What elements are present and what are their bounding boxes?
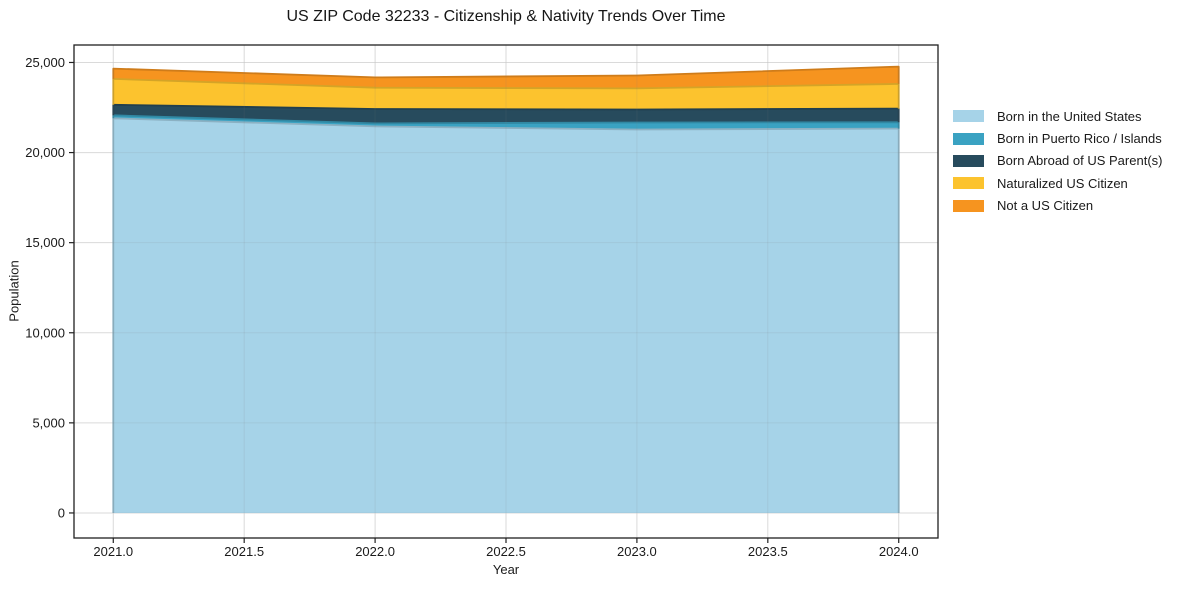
- legend-item: Born Abroad of US Parent(s): [953, 150, 1162, 172]
- legend-label: Born in the United States: [997, 108, 1142, 124]
- x-tick-label: 2022.0: [355, 544, 395, 559]
- area-band: [113, 66, 899, 89]
- area-band-edge: [112, 117, 900, 513]
- x-tick-label: 2022.5: [486, 544, 526, 559]
- area-band: [113, 115, 899, 130]
- legend-label: Born Abroad of US Parent(s): [997, 153, 1163, 169]
- x-tick-label: 2021.5: [224, 544, 264, 559]
- y-tick-label: 10,000: [25, 325, 65, 340]
- legend-label: Born in Puerto Rico / Islands: [997, 131, 1162, 147]
- area-band-edge: [112, 78, 900, 109]
- legend-label: Naturalized US Citizen: [997, 175, 1128, 191]
- x-tick-label: 2021.0: [93, 544, 133, 559]
- legend: Born in the United States Born in Puerto …: [953, 105, 1162, 217]
- y-tick-label: 5,000: [32, 415, 65, 430]
- legend-swatch: [953, 132, 984, 145]
- area-band: [113, 78, 899, 110]
- legend-label: Not a US Citizen: [997, 198, 1094, 214]
- legend-swatch: [953, 177, 984, 190]
- legend-item: Not a US Citizen: [953, 195, 1162, 217]
- legend-item: Born in the United States: [953, 105, 1162, 127]
- y-tick-label: 25,000: [25, 55, 65, 70]
- y-tick-label: 15,000: [25, 235, 65, 250]
- legend-swatch: [953, 154, 984, 167]
- chart-title: US ZIP Code 32233 - Citizenship & Nativi…: [286, 8, 726, 25]
- x-tick-label: 2024.0: [879, 544, 919, 559]
- legend-swatch: [953, 110, 984, 123]
- y-tick-label: 20,000: [25, 145, 65, 160]
- y-axis-label: Population: [6, 260, 22, 322]
- area-band-edge: [112, 103, 900, 123]
- area-band-edge: [112, 114, 900, 129]
- x-axis-label: Year: [492, 562, 520, 577]
- x-tick-label: 2023.5: [748, 544, 788, 559]
- y-tick-label: 0: [58, 505, 65, 520]
- legend-item: Born in Puerto Rico / Islands: [953, 127, 1162, 149]
- area-band: [113, 118, 899, 514]
- area-band-edge: [112, 65, 900, 84]
- legend-item: Naturalized US Citizen: [953, 172, 1162, 194]
- legend-swatch: [953, 199, 984, 212]
- x-tick-label: 2023.0: [617, 544, 657, 559]
